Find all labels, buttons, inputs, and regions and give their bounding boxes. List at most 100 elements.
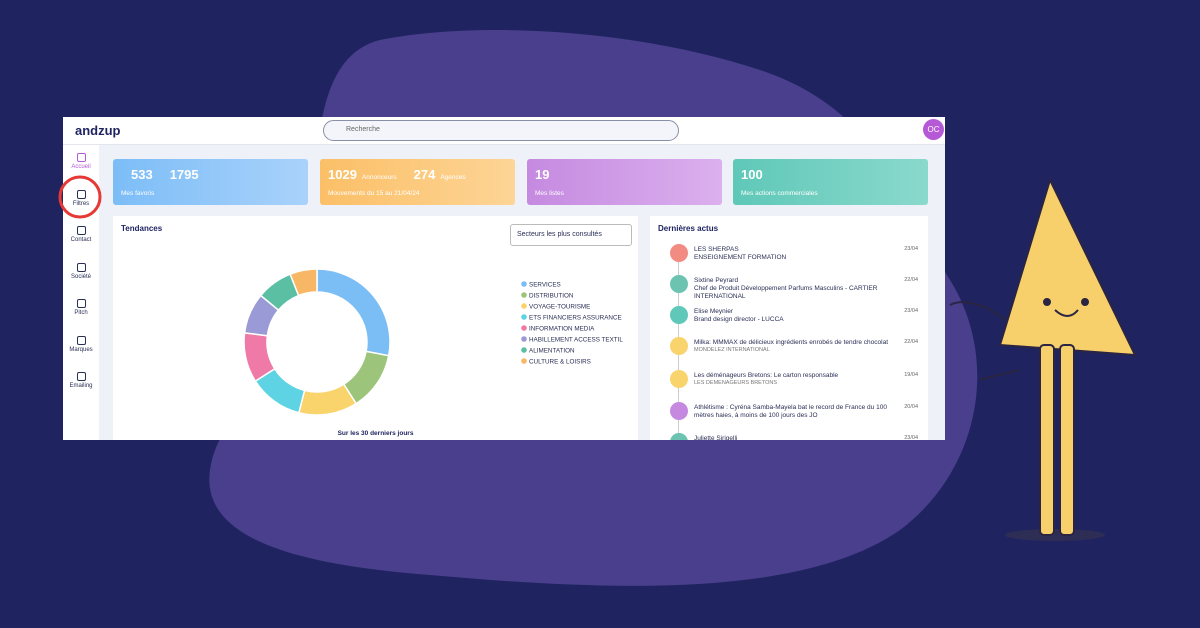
sidebar-item[interactable]: Filtres bbox=[63, 189, 99, 207]
news-icon bbox=[670, 433, 688, 440]
trends-footer: Sur les 30 derniers jours bbox=[337, 430, 414, 437]
legend-label: CULTURE & LOISIRS bbox=[529, 358, 591, 365]
news-subtitle: ENSEIGNEMENT FORMATION bbox=[694, 254, 787, 262]
stat-card[interactable]: 1029 Annonceurs 274 Agences Mouvements du 15… bbox=[320, 159, 515, 205]
news-icon bbox=[670, 337, 688, 355]
news-item[interactable]: Athlétisme : Cyréna Samba-Mayela bat le … bbox=[694, 404, 918, 420]
legend-label: HABILLEMENT ACCESS TEXTIL bbox=[529, 336, 623, 343]
legend-swatch bbox=[521, 281, 527, 287]
sidebar-label: Marques bbox=[69, 346, 93, 353]
news-icon bbox=[670, 306, 688, 324]
news-title: Elise Meynier bbox=[694, 308, 734, 315]
news-subtitle: MONDELEZ INTERNATIONAL bbox=[694, 347, 770, 354]
legend-swatch bbox=[521, 358, 527, 364]
news-date: 22/04 bbox=[904, 277, 918, 283]
news-title: Dernières actus bbox=[658, 224, 719, 233]
app-window: andzup Recherche OC Accueil Filtres Contac… bbox=[63, 117, 945, 440]
stat-card[interactable]: 533 1795 Mes favoris bbox=[113, 159, 308, 205]
mascot bbox=[949, 177, 1137, 536]
news-icon bbox=[670, 275, 688, 293]
trends-panel: Tendances Secteurs les plus consultés Su… bbox=[113, 216, 638, 440]
sidebar-label: Contact bbox=[70, 237, 92, 243]
news-title: Les déménageurs Bretons: Le carton respo… bbox=[694, 372, 839, 379]
stat-value: 533 bbox=[131, 167, 153, 182]
sidebar-icon bbox=[76, 299, 86, 308]
legend-label: ETS FINANCIERS ASSURANCE bbox=[529, 314, 622, 321]
stat-value2: 274 bbox=[413, 167, 436, 182]
sidebar-item[interactable]: Emailing bbox=[63, 372, 99, 389]
stat-value: 19 bbox=[535, 167, 550, 182]
news-title: Milka: MMMAX de délicieux ingrédients en… bbox=[694, 339, 889, 346]
news-item[interactable]: Elise Meynier Brand design director - LUC… bbox=[694, 308, 918, 324]
news-icon bbox=[670, 402, 688, 420]
news-title: Athlétisme : Cyréna Samba-Mayela bat le … bbox=[694, 404, 887, 420]
news-icon bbox=[670, 244, 688, 262]
news-date: 23/04 bbox=[904, 308, 918, 314]
legend-swatch bbox=[521, 325, 527, 331]
news-item[interactable]: Les déménageurs Bretons: Le carton respo… bbox=[694, 372, 918, 387]
sidebar-label: Société bbox=[70, 273, 91, 280]
shadow bbox=[1005, 529, 1105, 541]
sidebar-icon bbox=[76, 189, 86, 199]
highlight-circle bbox=[58, 175, 102, 219]
news-item[interactable]: Milka: MMMAX de délicieux ingrédients en… bbox=[694, 339, 918, 354]
news-title: Sixtine Peyrard bbox=[694, 277, 739, 284]
stat-value: 1029 bbox=[328, 167, 357, 182]
stat-value: 100 bbox=[741, 167, 763, 182]
news-title: Juliette Sirigelli bbox=[694, 435, 738, 440]
stat-row: 533 1795 bbox=[121, 167, 199, 182]
legend-swatch bbox=[521, 303, 527, 309]
legend-label: VOYAGE-TOURISME bbox=[529, 303, 590, 310]
sidebar-item[interactable]: Contact bbox=[63, 226, 99, 243]
legend-swatch bbox=[521, 347, 527, 353]
dropdown[interactable]: Secteurs les plus consultés bbox=[510, 224, 632, 246]
stat-value2-label: Agences bbox=[440, 174, 466, 181]
search-box[interactable]: Recherche bbox=[323, 120, 679, 141]
sidebar-icon bbox=[76, 262, 86, 272]
legend-swatch bbox=[521, 336, 527, 342]
legend-swatch bbox=[521, 292, 527, 298]
sidebar-item[interactable]: Accueil bbox=[63, 153, 99, 170]
stat-value-label: Annonceurs bbox=[361, 174, 397, 181]
sidebar-item[interactable]: Marques bbox=[63, 335, 99, 353]
news-date: 20/04 bbox=[904, 404, 918, 410]
legend-label: INFORMATION MEDIA bbox=[529, 325, 595, 332]
brand: andzup bbox=[75, 123, 121, 138]
sidebar-icon bbox=[76, 335, 86, 345]
sidebar-item[interactable]: Pitch bbox=[63, 299, 99, 316]
sidebar-icon bbox=[76, 226, 86, 235]
news-title: LES SHERPAS bbox=[694, 246, 739, 253]
donut-chart: SERVICES DISTRIBUTION VOYAGE-TOURISME ETS F… bbox=[243, 268, 623, 416]
stat-row: 19 bbox=[535, 167, 549, 182]
stat-label: Mes listes bbox=[535, 190, 564, 197]
donut-segment bbox=[297, 383, 358, 416]
header: andzup Recherche OC bbox=[63, 117, 945, 145]
donut-segment bbox=[289, 268, 318, 297]
stat-value2: 1795 bbox=[169, 167, 199, 182]
sidebar-item[interactable]: Société bbox=[63, 262, 99, 280]
stat-row: 1029 Annonceurs 274 Agences bbox=[328, 167, 466, 182]
sidebar-label: Emailing bbox=[69, 383, 93, 389]
search-placeholder: Recherche bbox=[346, 126, 380, 133]
sidebar: Accueil Filtres Contact Société Pitch Marques… bbox=[63, 145, 99, 440]
stat-card[interactable]: 100 Mes actions commerciales bbox=[733, 159, 928, 205]
avatar[interactable]: OC bbox=[923, 119, 944, 140]
news-subtitle: Chef de Produit Développement Parfums Ma… bbox=[694, 285, 878, 301]
stat-card[interactable]: 19 Mes listes bbox=[527, 159, 722, 205]
sidebar-icon bbox=[76, 372, 86, 381]
news-item[interactable]: Juliette Sirigelli 23/04 bbox=[694, 435, 918, 440]
news-date: 22/04 bbox=[904, 339, 918, 345]
stat-label: Mouvements du 15 au 21/04/24 bbox=[328, 190, 420, 197]
legend-label: SERVICES bbox=[529, 281, 561, 288]
trends-title: Tendances bbox=[121, 224, 163, 233]
sidebar-label: Accueil bbox=[71, 164, 91, 170]
stat-label: Mes actions commerciales bbox=[741, 190, 818, 197]
news-subtitle: Brand design director - LUCCA bbox=[694, 316, 784, 324]
news-date: 19/04 bbox=[904, 372, 918, 378]
legend-swatch bbox=[521, 314, 527, 320]
sidebar-label: Filtres bbox=[72, 200, 90, 207]
news-item[interactable]: LES SHERPAS ENSEIGNEMENT FORMATION 23/04 bbox=[694, 246, 918, 262]
news-item[interactable]: Sixtine Peyrard Chef de Produit Développe… bbox=[694, 277, 918, 301]
stat-row: 100 bbox=[741, 167, 763, 182]
